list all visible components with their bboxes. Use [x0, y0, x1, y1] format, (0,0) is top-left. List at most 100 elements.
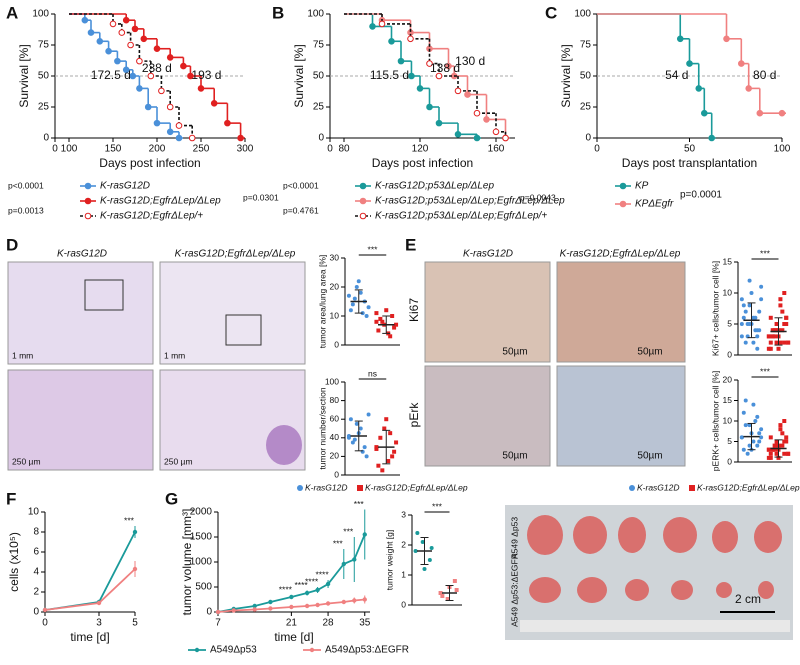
y-axis-label: pERK+ cells/tumor cell [%] — [710, 371, 720, 471]
point — [252, 607, 257, 612]
tumors — [527, 515, 782, 603]
dot — [782, 340, 787, 345]
significance: *** — [343, 526, 354, 536]
dot — [751, 439, 756, 444]
y-tick-label: 1500 — [190, 532, 213, 543]
censor-mark — [136, 85, 143, 92]
censor-mark — [464, 91, 471, 98]
dot — [774, 451, 779, 456]
point — [362, 597, 367, 602]
micrograph — [556, 261, 686, 363]
x-tick-label: 0 — [42, 618, 48, 629]
dot — [394, 322, 399, 327]
censor-mark — [144, 103, 152, 111]
line — [44, 568, 136, 611]
dot — [780, 431, 785, 436]
y-axis-label: Survival [%] — [17, 44, 31, 107]
row-label: A549 Δp53:ΔEGFR — [509, 553, 519, 627]
dot — [757, 431, 762, 436]
y-tick-label: 0 — [585, 133, 591, 144]
x-axis-label: Days post transplantation — [622, 156, 757, 170]
scale-label: 250 µm — [12, 456, 41, 466]
dot — [364, 454, 369, 459]
dot — [352, 296, 357, 301]
censor-mark — [109, 20, 117, 28]
dot — [770, 328, 775, 333]
y-tick-label: 2 — [33, 587, 39, 598]
censor-mark — [140, 35, 148, 43]
dot — [786, 451, 791, 456]
panel-label: B — [272, 3, 284, 22]
point — [352, 557, 357, 562]
censor-mark — [723, 35, 730, 43]
dot — [755, 334, 760, 339]
legend-label: K-rasG12D;p53ΔLep/ΔLep;EgfrΔLep/ΔLep — [375, 196, 565, 207]
column-header: K-rasG12D;EgfrΔLep/ΔLep — [560, 249, 681, 260]
dot — [743, 340, 748, 345]
micrograph — [159, 261, 306, 365]
micrograph — [556, 365, 686, 467]
column-header: K-rasG12D — [463, 249, 513, 260]
significance: *** — [760, 248, 771, 258]
y-tick-label: 25 — [580, 102, 592, 113]
censor-mark — [756, 109, 764, 117]
censor-mark — [153, 45, 161, 53]
censor-mark — [210, 99, 218, 107]
dot — [780, 328, 785, 333]
dot — [364, 314, 369, 318]
dot — [782, 439, 787, 444]
dot — [378, 435, 383, 440]
column-header: K-rasG12D;EgfrΔLep/ΔLep — [175, 249, 296, 260]
dot — [438, 591, 443, 595]
dot — [739, 435, 744, 440]
y-tick-label: 75 — [580, 40, 592, 51]
dot — [392, 449, 397, 454]
legend-label: K-rasG12D — [305, 482, 348, 492]
dot — [753, 328, 758, 333]
legend-label: K-rasG12D — [637, 482, 680, 492]
inset-box — [225, 314, 262, 346]
significance: *** — [124, 515, 135, 525]
censor-mark — [166, 103, 174, 111]
dot — [394, 440, 399, 445]
x-tick-label: 50 — [684, 144, 696, 155]
y-tick-label: 4 — [33, 567, 39, 578]
y-tick-label: 1 — [401, 569, 406, 579]
dot — [772, 443, 777, 448]
legend-marker — [309, 647, 315, 653]
legend-marker — [619, 200, 627, 208]
inset-box — [84, 279, 124, 311]
micrograph — [424, 365, 551, 467]
y-tick-label: 10 — [723, 415, 733, 425]
censor-mark — [131, 25, 139, 33]
dot — [778, 303, 783, 308]
x-tick-label: 150 — [105, 144, 122, 155]
dot — [755, 443, 760, 448]
dot — [384, 417, 389, 422]
significance: *** — [760, 366, 771, 376]
legend-marker — [84, 182, 92, 190]
dot — [390, 454, 395, 459]
x-tick-label: 100 — [61, 144, 78, 155]
legend-marker — [689, 485, 695, 491]
panel-label: E — [405, 235, 416, 254]
y-tick-label: 0 — [206, 607, 212, 618]
point — [315, 587, 320, 593]
point — [252, 603, 257, 609]
dot — [759, 297, 764, 302]
censor-mark — [166, 54, 174, 61]
censor-mark — [701, 109, 708, 117]
legend-marker — [84, 197, 92, 205]
row-label: pErk — [407, 402, 421, 428]
panel-label: G — [165, 489, 178, 508]
legend-marker — [194, 647, 200, 653]
censor-mark — [492, 128, 500, 136]
point — [341, 561, 346, 567]
dot — [759, 427, 764, 432]
censor-mark — [136, 57, 143, 65]
dot — [413, 549, 418, 553]
censor-mark — [483, 116, 490, 123]
censor-mark — [454, 130, 462, 138]
x-axis-label: Days post infection — [99, 156, 200, 170]
x-axis-label: time [d] — [274, 630, 313, 644]
